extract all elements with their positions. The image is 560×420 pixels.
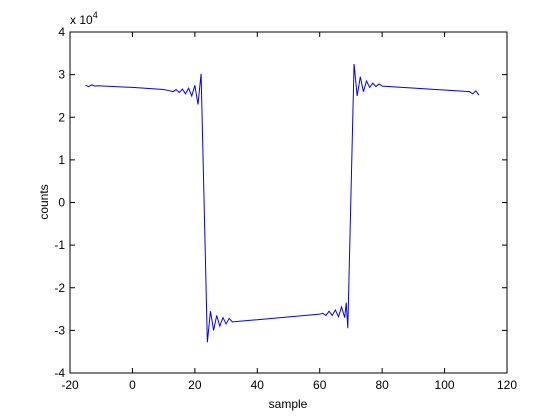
x-axis-label: sample [269, 397, 308, 411]
y-tick-label: -4 [54, 366, 65, 380]
x-tick-label: 120 [497, 378, 517, 392]
y-tick-label: 0 [58, 196, 65, 210]
data-line [85, 63, 480, 343]
y-axis-label: counts [37, 184, 51, 219]
y-tick-label: -2 [54, 281, 65, 295]
y-multiplier-base: x 10 [70, 13, 93, 27]
x-tick-label: 60 [313, 378, 327, 392]
x-tick-label: 80 [375, 378, 389, 392]
y-tick-label: 2 [58, 110, 65, 124]
y-tick-label: 4 [58, 25, 65, 39]
y-tick-label: 3 [58, 68, 65, 82]
x-tick-label: 0 [129, 378, 136, 392]
y-tick-label: 1 [58, 153, 65, 167]
y-tick-label: -1 [54, 238, 65, 252]
x-tick-label: 40 [251, 378, 265, 392]
x-tick-label: 100 [435, 378, 455, 392]
x-tick-label: -20 [61, 378, 79, 392]
y-tick-label: -3 [54, 323, 65, 337]
plot-area [69, 31, 508, 374]
y-multiplier-exponent: 4 [93, 10, 98, 20]
x-tick-label: 20 [188, 378, 202, 392]
y-multiplier: x 104 [70, 10, 98, 27]
